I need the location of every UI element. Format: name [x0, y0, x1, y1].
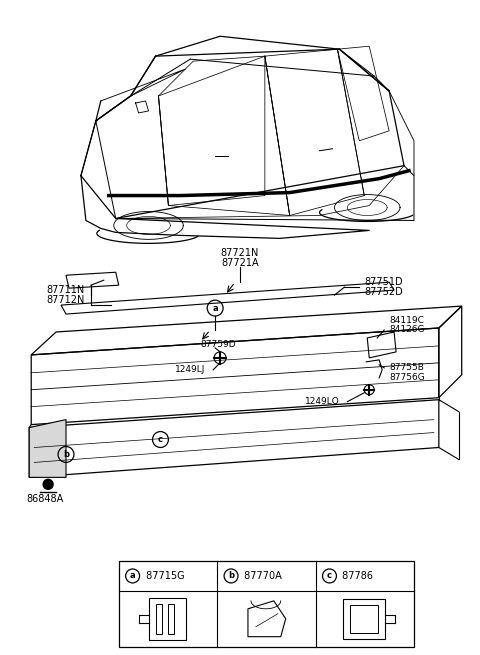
- Text: 1249LJ: 1249LJ: [175, 365, 206, 374]
- Text: a: a: [130, 571, 135, 580]
- Text: 87756G: 87756G: [389, 373, 425, 383]
- Text: 87715G: 87715G: [143, 571, 184, 581]
- Text: 87786: 87786: [339, 571, 373, 581]
- Circle shape: [43, 479, 53, 489]
- Text: 1249LQ: 1249LQ: [305, 397, 339, 406]
- Text: 87712N: 87712N: [46, 295, 84, 305]
- Text: 87770A: 87770A: [241, 571, 282, 581]
- Text: c: c: [158, 435, 163, 444]
- Text: b: b: [228, 571, 234, 580]
- Text: 84126G: 84126G: [389, 326, 425, 335]
- Polygon shape: [29, 420, 66, 477]
- Text: 87759D: 87759D: [200, 341, 236, 349]
- Text: 87711N: 87711N: [46, 285, 84, 295]
- Text: b: b: [63, 450, 69, 459]
- Text: 87721A: 87721A: [221, 258, 259, 269]
- Text: 86848A: 86848A: [26, 495, 63, 504]
- Text: 87751D: 87751D: [364, 277, 403, 287]
- Text: 87752D: 87752D: [364, 287, 403, 297]
- Text: 87755B: 87755B: [389, 364, 424, 372]
- Text: c: c: [327, 571, 332, 580]
- Text: a: a: [212, 303, 218, 312]
- Text: 87721N: 87721N: [221, 248, 259, 258]
- Text: 84119C: 84119C: [389, 316, 424, 324]
